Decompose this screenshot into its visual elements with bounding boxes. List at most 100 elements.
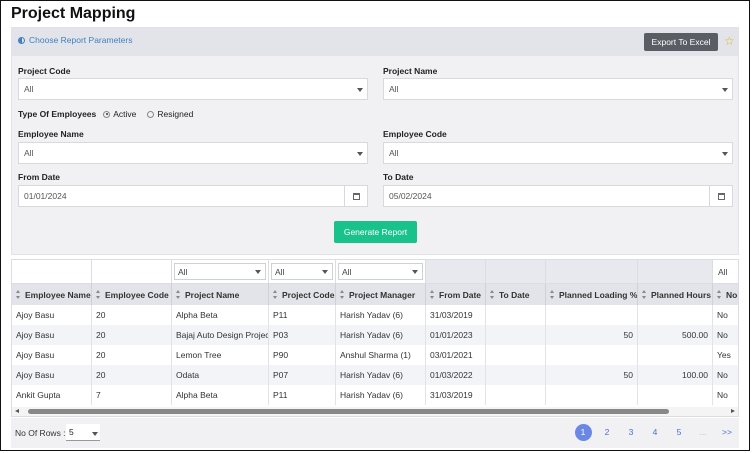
column-header-label: To Date [499, 289, 530, 300]
cell-project-name: Lemon Tree [172, 345, 269, 365]
page-ellipsis: ... [699, 427, 707, 437]
chevron-down-icon [412, 270, 418, 274]
project-name-label: Project Name [383, 66, 438, 76]
rows-per-page-label: No Of Rows : [15, 428, 66, 438]
page-3-button[interactable]: 3 [628, 427, 634, 437]
cell-project-name: Odata [172, 365, 269, 385]
resigned-radio[interactable] [147, 110, 155, 118]
column-header-non[interactable]: Non [713, 284, 738, 305]
cell-employee-name: Ankit Gupta [12, 385, 92, 405]
employee-code-select[interactable]: All [383, 142, 733, 164]
cell-to-date [486, 305, 546, 325]
cell-non: No [713, 325, 738, 345]
generate-report-button[interactable]: Generate Report [334, 221, 417, 243]
export-to-excel-button[interactable]: Export To Excel [644, 33, 718, 51]
from-date-input[interactable]: 01/01/2024 [18, 185, 368, 207]
page-4-button[interactable]: 4 [652, 427, 658, 437]
employee-name-select[interactable]: All [18, 142, 368, 164]
to-date-input[interactable]: 05/02/2024 [383, 185, 733, 207]
cell-project-code: P90 [269, 345, 336, 365]
favorite-star-icon[interactable]: ☆ [724, 34, 735, 48]
sort-icon [490, 290, 495, 299]
rows-per-page-select[interactable]: 5 [66, 424, 100, 441]
column-header-label: Planned Hours [651, 289, 711, 300]
cell-project-code: P11 [269, 305, 336, 325]
cell-planned-loading [546, 305, 638, 325]
employee-code-label: Employee Code [383, 129, 447, 139]
last-column-filter[interactable]: All [715, 263, 738, 280]
calendar-icon[interactable] [709, 186, 732, 206]
cell-project-manager: Harish Yadav (6) [336, 365, 426, 385]
column-header-employee-code[interactable]: Employee Code [92, 284, 172, 305]
filter-cell-empty [638, 260, 713, 284]
project-code-label: Project Code [18, 66, 71, 76]
column-header-label: Project Name [185, 289, 240, 300]
scroll-left-icon[interactable] [15, 409, 19, 413]
cell-from-date: 03/01/2021 [426, 345, 486, 365]
project-code-filter[interactable]: All [271, 263, 333, 280]
column-header-project-code[interactable]: Project Code [269, 284, 336, 305]
chevron-down-icon [722, 88, 728, 92]
table-row[interactable]: Ajoy Basu 20 Alpha Beta P11 Harish Yadav… [12, 305, 738, 325]
choose-report-parameters-link[interactable]: Choose Report Parameters [18, 35, 132, 45]
horizontal-scrollbar[interactable] [12, 407, 738, 416]
column-header-project-manager[interactable]: Project Manager [336, 284, 426, 305]
project-manager-filter-cell: All [336, 260, 426, 284]
grid-footer: No Of Rows : 5 1 2 3 4 5 ... >> [11, 418, 739, 448]
project-name-filter[interactable]: All [174, 263, 266, 280]
next-pages-button[interactable]: >> [722, 427, 732, 437]
scroll-right-icon[interactable] [731, 409, 735, 413]
report-grid: All All All All Employee Name Employee C… [11, 259, 739, 417]
employee-name-label: Employee Name [18, 129, 84, 139]
project-manager-filter[interactable]: All [338, 263, 423, 280]
page-title: Project Mapping [11, 5, 136, 22]
cell-employee-name: Ajoy Basu [12, 365, 92, 385]
cell-planned-loading [546, 385, 638, 405]
page-1-button[interactable]: 1 [571, 423, 595, 441]
sort-icon [550, 290, 555, 299]
scrollbar-thumb[interactable] [28, 409, 669, 414]
column-header-label: Non [726, 289, 738, 300]
project-name-filter-value: All [178, 266, 188, 277]
column-header-label: Employee Code [105, 289, 169, 300]
cell-from-date: 01/01/2023 [426, 325, 486, 345]
page-5-button[interactable]: 5 [676, 427, 682, 437]
project-code-filter-cell: All [269, 260, 336, 284]
cell-planned-hours [638, 305, 713, 325]
page-number: 1 [574, 423, 592, 441]
pagination: 1 2 3 4 5 ... >> [571, 423, 739, 441]
filter-cell-empty [92, 260, 172, 284]
cell-non: No [713, 385, 738, 405]
column-header-from-date[interactable]: From Date [426, 284, 486, 305]
column-header-planned-loading[interactable]: Planned Loading % [546, 284, 638, 305]
cell-from-date: 01/03/2022 [426, 365, 486, 385]
cell-planned-loading: 50 [546, 365, 638, 385]
column-header-planned-hours[interactable]: Planned Hours [638, 284, 713, 305]
column-header-project-name[interactable]: Project Name [172, 284, 269, 305]
table-row[interactable]: Ajoy Basu 20 Odata P07 Harish Yadav (6) … [12, 365, 738, 385]
cell-employee-code: 20 [92, 325, 172, 345]
parameters-header: Choose Report Parameters Export To Excel… [12, 28, 738, 56]
column-header-employee-name[interactable]: Employee Name [12, 284, 92, 305]
page-2-button[interactable]: 2 [604, 427, 610, 437]
cell-planned-hours: 100.00 [638, 365, 713, 385]
project-code-select[interactable]: All [18, 78, 368, 100]
column-header-to-date[interactable]: To Date [486, 284, 546, 305]
cell-employee-name: Ajoy Basu [12, 325, 92, 345]
chevron-down-icon [92, 432, 98, 436]
column-header-label: Project Manager [349, 289, 416, 300]
cell-project-name: Alpha Beta [172, 305, 269, 325]
table-row[interactable]: Ankit Gupta 7 Alpha Beta P11 Harish Yada… [12, 385, 738, 405]
rows-per-page-value: 5 [69, 427, 74, 437]
choose-report-parameters-label: Choose Report Parameters [29, 35, 133, 45]
sort-icon [340, 290, 345, 299]
sort-icon [16, 290, 21, 299]
table-row[interactable]: Ajoy Basu 20 Lemon Tree P90 Anshul Sharm… [12, 345, 738, 365]
calendar-icon[interactable] [344, 186, 367, 206]
cell-non: No [713, 305, 738, 325]
table-row[interactable]: Ajoy Basu 20 Bajaj Auto Design Project P… [12, 325, 738, 345]
active-radio[interactable] [103, 110, 111, 118]
project-name-select[interactable]: All [383, 78, 733, 100]
filter-cell-empty [12, 260, 92, 284]
